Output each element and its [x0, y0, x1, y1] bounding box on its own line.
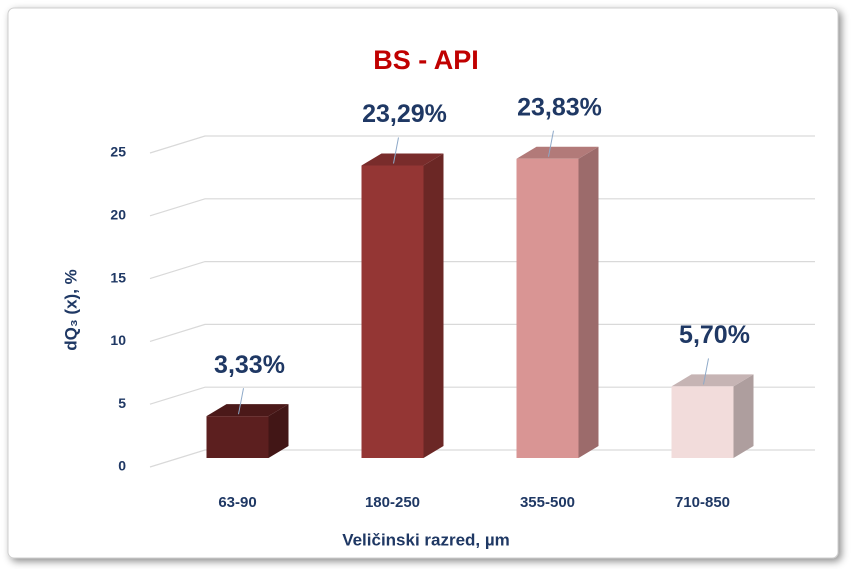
y-tick-label: 5: [118, 395, 126, 411]
bar-top: [516, 146, 599, 159]
bar-side: [268, 404, 289, 458]
bar-top: [361, 153, 444, 166]
chart-title: BS - API: [373, 45, 479, 75]
grid-line: [149, 449, 815, 468]
x-tick-label: 710-850: [675, 494, 730, 511]
bar: [671, 374, 754, 458]
bar-front: [516, 158, 579, 459]
grid-line: [149, 323, 815, 342]
data-label: 23,29%: [362, 100, 447, 128]
bar-side: [733, 374, 754, 458]
y-tick-label: 0: [118, 458, 126, 474]
bar-front: [206, 416, 269, 458]
bar-top: [671, 374, 754, 387]
x-tick-label: 355-500: [520, 494, 575, 511]
x-tick-label: 63-90: [218, 494, 256, 511]
bar: [516, 146, 599, 459]
grid-line: [149, 198, 815, 217]
leader-line: [393, 137, 399, 164]
bar: [361, 153, 444, 458]
data-label: 5,70%: [679, 321, 750, 349]
x-tick-label: 180-250: [365, 494, 420, 511]
leader-line: [238, 388, 244, 415]
y-tick-label: 25: [110, 144, 126, 160]
bar-top: [206, 404, 289, 417]
y-tick-label: 10: [110, 332, 126, 348]
y-tick-label: 20: [110, 207, 126, 223]
bar-side: [423, 153, 444, 458]
y-tick-label: 15: [110, 269, 126, 285]
bar-side: [578, 146, 599, 459]
grid-line: [149, 261, 815, 280]
leader-line: [548, 130, 554, 157]
grid-line: [149, 386, 815, 405]
data-label: 3,33%: [214, 351, 285, 379]
bar-front: [361, 165, 424, 458]
data-label: 23,83%: [517, 93, 602, 121]
leader-line: [703, 358, 709, 385]
grid-line: [149, 135, 815, 154]
x-axis-label: Veličinski razred, µm: [342, 530, 510, 549]
y-axis-label: dQ₃ (x), %: [61, 269, 80, 351]
bar-front: [671, 386, 734, 458]
bar: [206, 404, 289, 458]
